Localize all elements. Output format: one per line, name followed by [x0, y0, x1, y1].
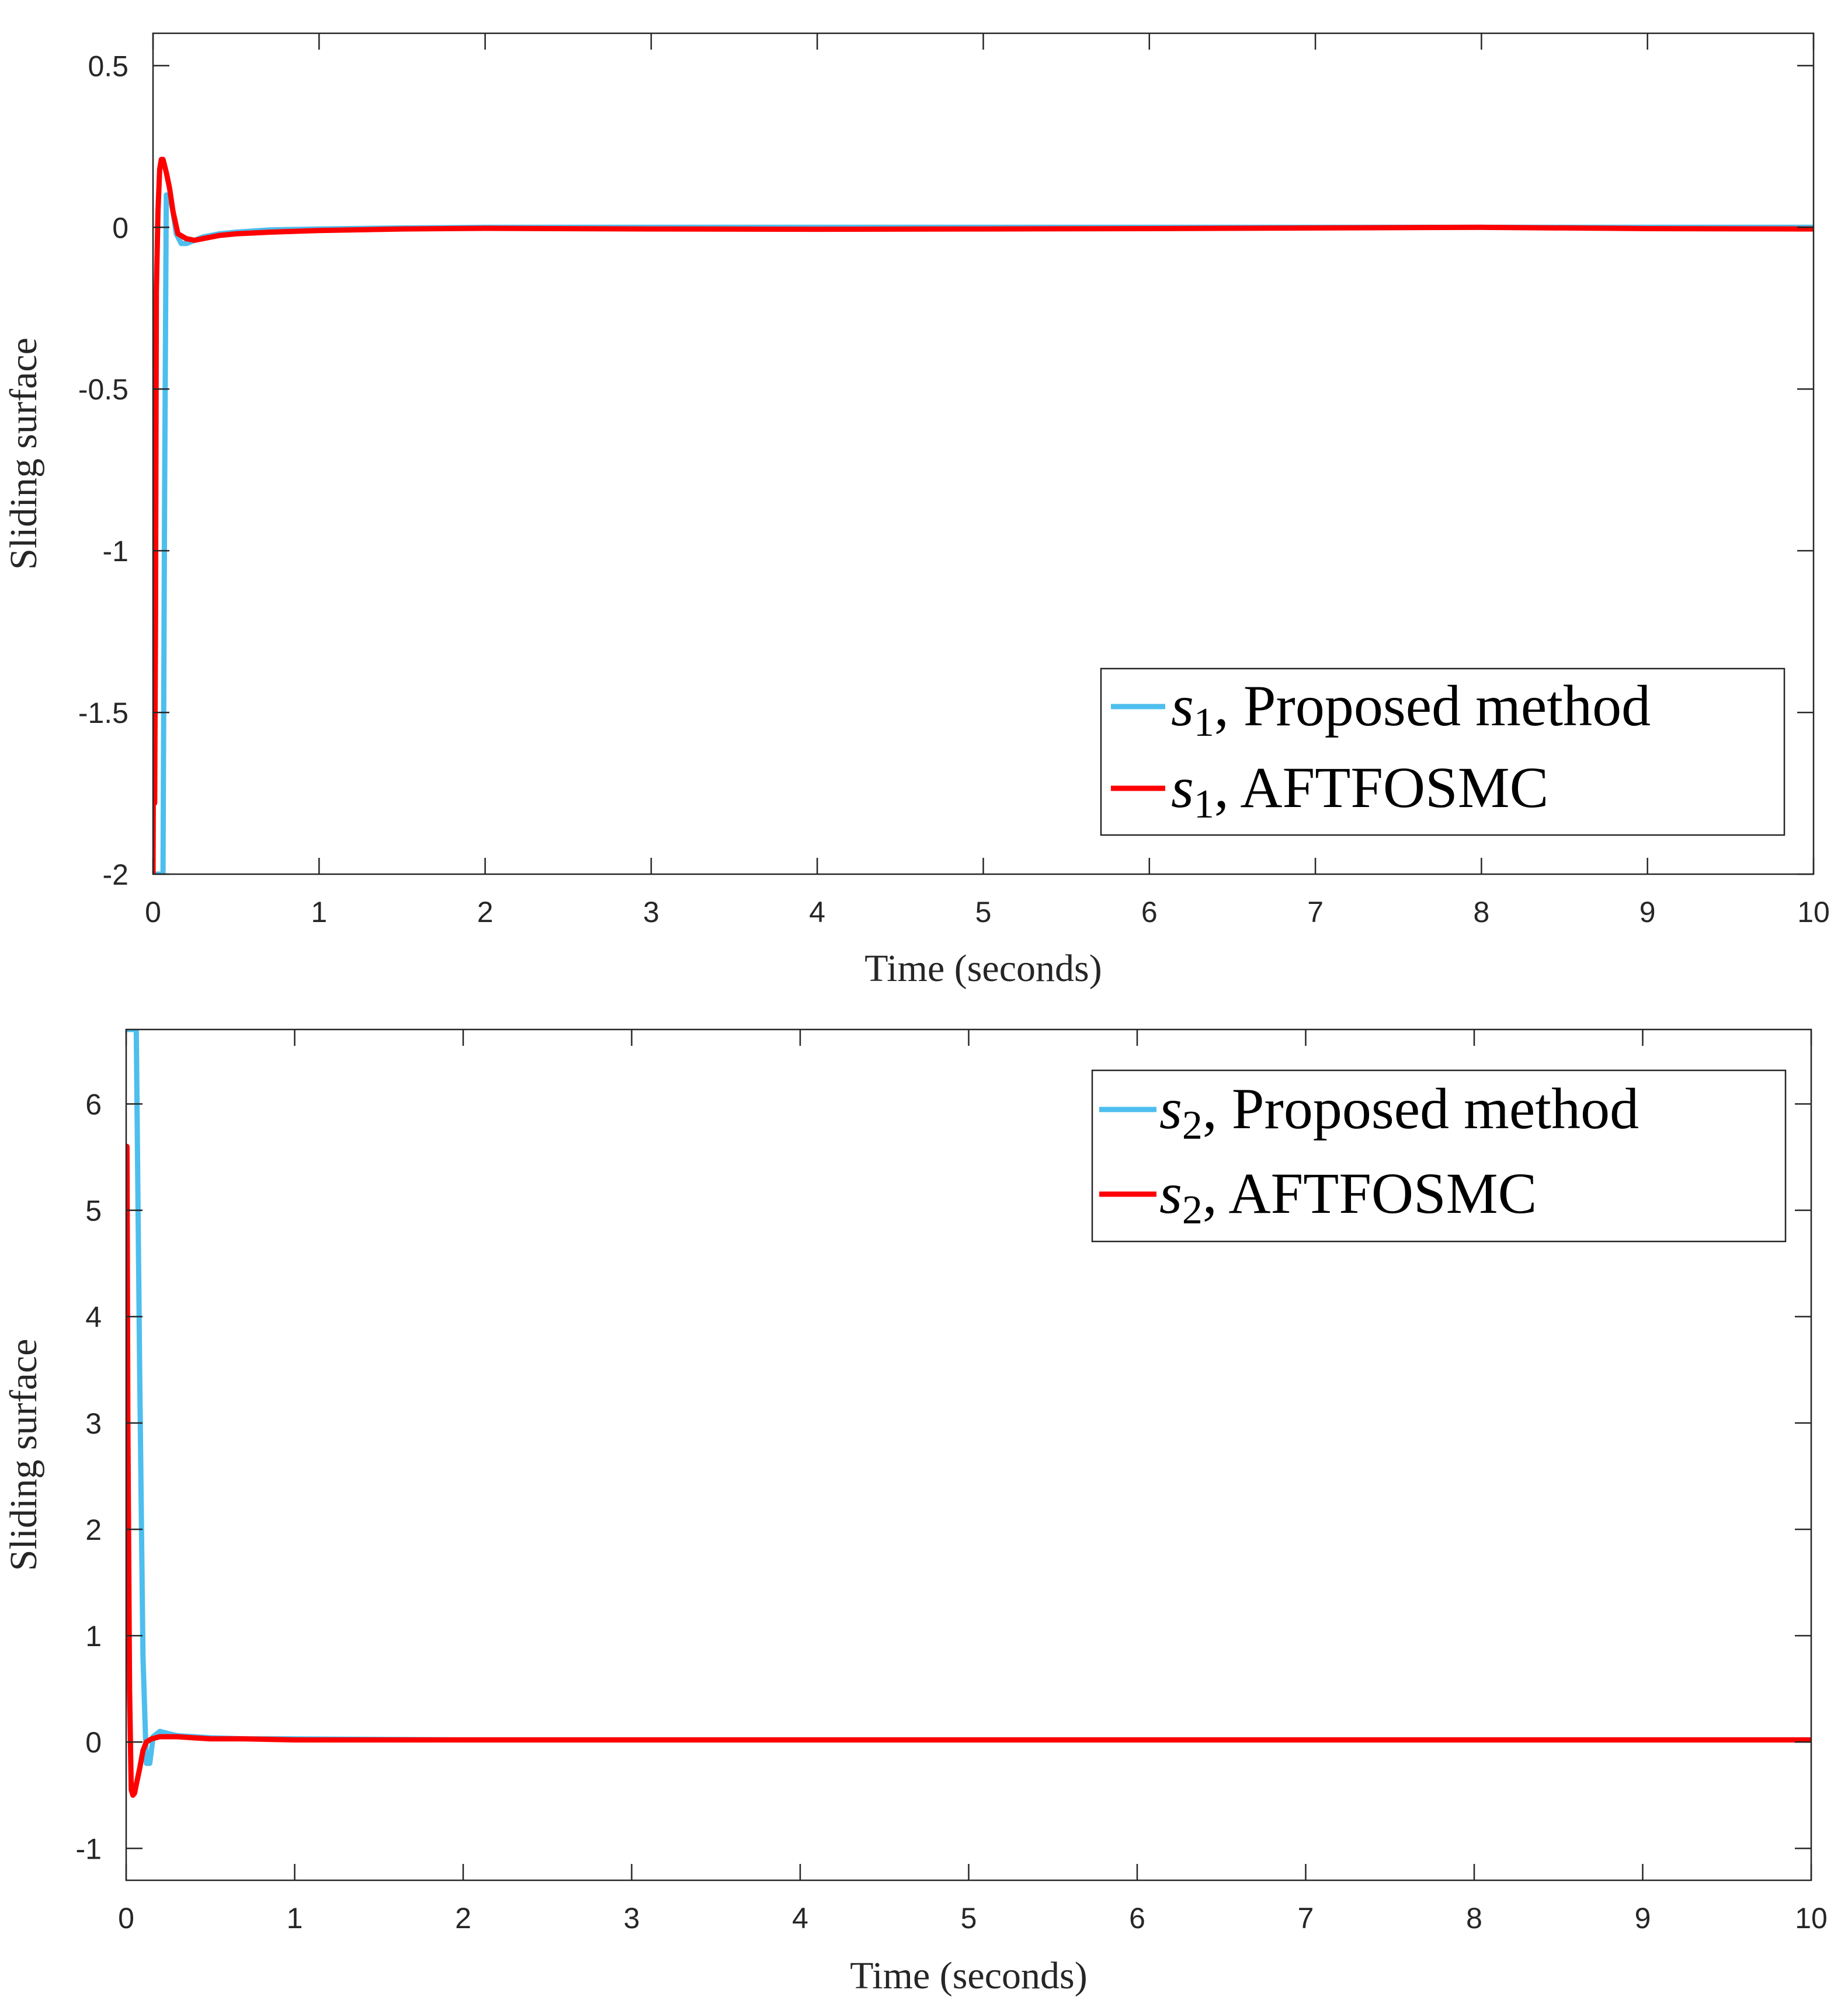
legend: s2, Proposed method s2, AFTFOSMC [1091, 1069, 1787, 1243]
y-axis-label: Sliding surface [2, 1339, 45, 1571]
y-tick-label: -2 [103, 858, 128, 891]
y-tick-label: 5 [85, 1195, 102, 1227]
x-tick-label: 8 [1466, 1902, 1482, 1935]
y-axis-label: Sliding surface [2, 338, 45, 570]
y-tick-label: 1 [85, 1620, 102, 1653]
x-tick-label: 1 [287, 1902, 303, 1935]
x-tick-label: 7 [1307, 896, 1324, 928]
y-tick-label: -0.5 [78, 373, 128, 406]
x-tick-label: 0 [118, 1902, 134, 1935]
series-line-aftfosmc [126, 1143, 1811, 1798]
legend-entry-label: s1, AFTFOSMC [1171, 755, 1548, 827]
x-tick-label: 10 [1795, 1902, 1828, 1935]
x-tick-label: 7 [1298, 1902, 1314, 1935]
chart-2: 0 1 2 3 4 5 6 7 8 9 10 -1 0 1 2 3 4 5 6 Time (seconds) Slidi… [2, 1028, 1828, 1997]
x-tick-label: 5 [961, 1902, 977, 1935]
x-tick-label: 9 [1639, 896, 1656, 928]
y-tick-label: -1 [103, 535, 128, 568]
y-tick-label: -1 [76, 1832, 102, 1865]
x-tick-label: 2 [455, 1902, 471, 1935]
y-tick-label: 0.5 [88, 50, 128, 82]
x-tick-label: 3 [643, 896, 659, 928]
x-tick-label: 6 [1129, 1902, 1145, 1935]
x-tick-label: 5 [975, 896, 992, 928]
x-tick-label: 3 [624, 1902, 640, 1935]
legend: s1, Proposed method s1, AFTFOSMC [1100, 667, 1786, 836]
series-line-aftfosmc [153, 156, 1814, 874]
x-tick-label: 1 [311, 896, 327, 928]
x-tick-label: 9 [1635, 1902, 1651, 1935]
x-axis-label: Time (seconds) [850, 1954, 1087, 1997]
legend-box [1100, 667, 1786, 836]
y-tick-label: 3 [85, 1407, 102, 1440]
y-tick-label: 0 [112, 211, 128, 244]
x-tick-label: 4 [809, 896, 825, 928]
legend-entry-label: s2, Proposed method [1159, 1076, 1639, 1148]
y-tick-label: 6 [85, 1088, 102, 1121]
chart-1: 0 1 2 3 4 5 6 7 8 9 10 -2 -1.5 -1 -0.5 0 0.5 Time (second… [2, 32, 1830, 990]
legend-entry-label: s1, Proposed method [1171, 673, 1651, 745]
y-tick-label: 2 [85, 1514, 102, 1546]
legend-box [1091, 1069, 1787, 1243]
x-axis-label: Time (seconds) [864, 947, 1102, 990]
y-tick-label: 0 [85, 1726, 102, 1759]
legend-entry-label: s2, AFTFOSMC [1159, 1161, 1537, 1233]
y-tick-label: -1.5 [78, 697, 128, 729]
x-tick-label: 6 [1141, 896, 1158, 928]
x-tick-label: 2 [477, 896, 494, 928]
x-tick-label: 10 [1797, 896, 1830, 928]
x-tick-label: 4 [792, 1902, 808, 1935]
x-tick-label: 8 [1473, 896, 1489, 928]
y-tick-label: 4 [85, 1301, 102, 1334]
x-tick-label: 0 [145, 896, 161, 928]
